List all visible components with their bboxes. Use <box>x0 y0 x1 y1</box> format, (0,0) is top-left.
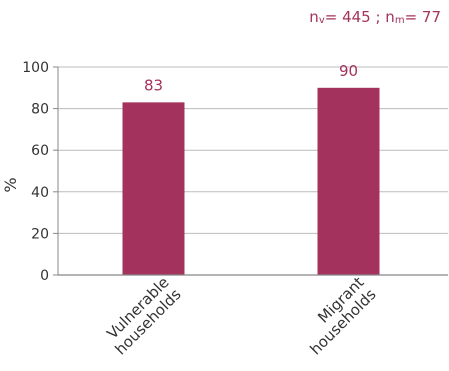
value-label-0: 83 <box>144 76 163 94</box>
bar-0 <box>123 102 185 275</box>
y-tick-label-60: 60 <box>31 143 49 159</box>
y-tick-label-20: 20 <box>31 226 49 242</box>
value-label-1: 90 <box>339 62 358 80</box>
axis-layer <box>53 67 448 275</box>
y-tick-label-100: 100 <box>22 60 49 76</box>
y-axis-label: % <box>1 177 20 192</box>
bar-1 <box>318 88 380 275</box>
y-tick-label-0: 0 <box>40 268 49 284</box>
y-tick-label-40: 40 <box>31 185 49 201</box>
bars-layer <box>123 88 380 275</box>
y-tick-label-80: 80 <box>31 102 49 118</box>
grid-layer <box>58 67 448 233</box>
